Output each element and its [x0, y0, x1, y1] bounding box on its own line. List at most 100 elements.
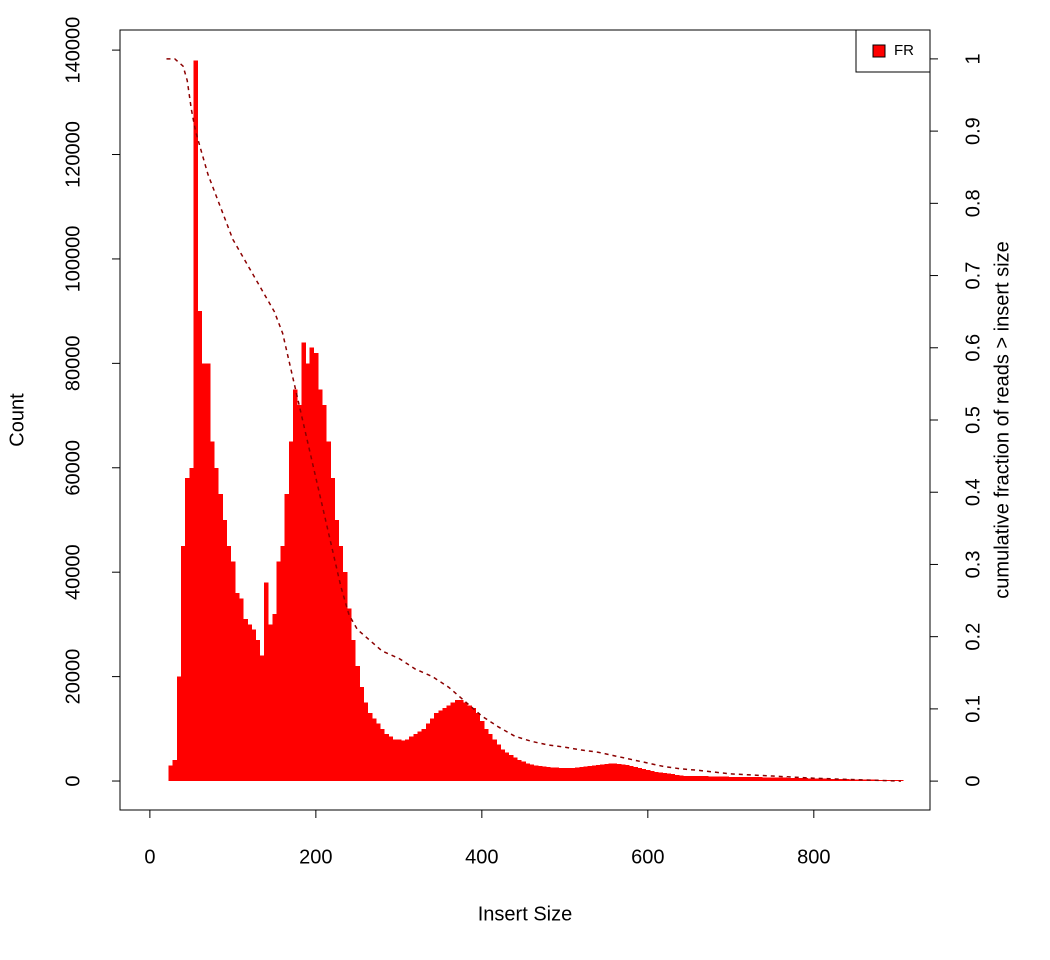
histogram-bar	[351, 640, 356, 782]
histogram-bar	[496, 744, 501, 782]
histogram-bar	[342, 572, 348, 782]
histogram-bar	[625, 764, 630, 782]
histogram-bar	[338, 546, 344, 782]
histogram-bar	[330, 478, 335, 782]
histogram-bar	[583, 766, 589, 782]
histogram-bar	[886, 779, 891, 782]
histogram-bar	[724, 776, 730, 782]
histogram-bar	[828, 778, 833, 782]
legend-box	[855, 29, 931, 73]
histogram-bar	[280, 546, 286, 782]
histogram-bar	[180, 546, 186, 782]
histogram-bar	[251, 629, 257, 782]
histogram-bar	[467, 705, 472, 782]
histogram-bar	[591, 765, 597, 782]
histogram-bar	[678, 775, 684, 782]
histogram-bar	[226, 546, 232, 782]
histogram-bar	[703, 776, 709, 782]
y-tick-label: 120000	[62, 121, 84, 188]
histogram-bar	[193, 60, 198, 782]
y2-tick-label: 0.2	[962, 623, 984, 651]
histogram-bar	[666, 773, 672, 782]
histogram-bar	[322, 405, 327, 782]
histogram-bar	[471, 707, 477, 782]
histogram-bar	[654, 772, 659, 782]
histogram-bar	[371, 718, 377, 782]
histogram-bar	[803, 778, 808, 782]
histogram-bar	[396, 739, 402, 782]
histogram-bar	[512, 757, 518, 782]
histogram-bar	[284, 493, 290, 782]
histogram-bar	[168, 765, 174, 782]
histogram-bar	[674, 774, 680, 782]
histogram-bar	[542, 766, 547, 782]
histogram-bar	[309, 347, 315, 782]
histogram-bar	[629, 765, 634, 782]
histogram-bar	[799, 778, 804, 782]
histogram-bar	[334, 519, 340, 782]
histogram-bar	[878, 779, 883, 782]
histogram-bar	[400, 740, 406, 782]
y2-tick-label: 0.1	[962, 695, 984, 723]
histogram-bar	[197, 311, 203, 782]
histogram-bar	[326, 441, 331, 782]
histogram-bar	[811, 778, 817, 782]
histogram-bar	[604, 763, 609, 782]
histogram-bar	[766, 777, 771, 782]
histogram-bar	[185, 478, 190, 782]
histogram-bar	[454, 700, 460, 782]
histogram-bar	[546, 766, 551, 782]
histogram-bar	[533, 765, 539, 782]
histogram-bar	[720, 776, 725, 782]
histogram-bar	[438, 710, 443, 782]
histogram-bar	[313, 352, 319, 782]
histogram-bar	[778, 777, 784, 782]
histogram-bar	[575, 767, 580, 782]
histogram-bar	[587, 765, 593, 782]
y2-tick-label: 0.6	[962, 334, 984, 362]
histogram-bar	[861, 779, 867, 782]
histogram-bar	[641, 769, 647, 782]
histogram-bar	[247, 624, 252, 782]
x-tick-label: 400	[465, 846, 498, 868]
histogram-bar	[645, 770, 651, 782]
histogram-bar	[376, 723, 381, 782]
histogram-bar	[649, 771, 655, 782]
histogram-bar	[450, 702, 456, 782]
histogram-bar	[483, 728, 489, 782]
histogram-bar	[728, 776, 734, 782]
histogram-bar	[815, 778, 821, 782]
x-tick-label: 0	[144, 846, 155, 868]
histogram-bar	[218, 493, 223, 782]
y2-axis-label: cumulative fraction of reads > insert si…	[991, 241, 1013, 598]
histogram-bar	[529, 764, 535, 782]
histogram-bar	[214, 467, 219, 782]
histogram-bar	[367, 713, 373, 782]
histogram-bar	[691, 775, 696, 782]
histogram-bar	[463, 702, 468, 782]
x-axis-label: Insert Size	[478, 903, 572, 925]
histogram-bar	[753, 777, 759, 782]
histogram-bar	[616, 763, 622, 782]
histogram-bar	[359, 687, 364, 782]
histogram-bar	[363, 702, 369, 782]
y-tick-label: 0	[62, 775, 84, 786]
histogram-bar	[840, 779, 846, 782]
histogram-bar	[210, 441, 215, 782]
histogram-bar	[795, 777, 800, 782]
histogram-bar	[712, 776, 717, 782]
histogram-bar	[176, 676, 182, 782]
histogram-bar	[239, 598, 244, 782]
histogram-bar	[749, 777, 755, 782]
y-tick-label: 40000	[62, 544, 84, 600]
histogram-bar	[317, 389, 323, 782]
y-tick-label: 140000	[62, 17, 84, 84]
histogram-bar	[205, 363, 211, 782]
plot-marks	[166, 58, 904, 782]
histogram-bar	[492, 739, 497, 782]
histogram-bar	[500, 749, 506, 782]
histogram-bar	[288, 441, 294, 782]
histogram-bar	[824, 778, 829, 782]
histogram-bar	[595, 764, 601, 782]
